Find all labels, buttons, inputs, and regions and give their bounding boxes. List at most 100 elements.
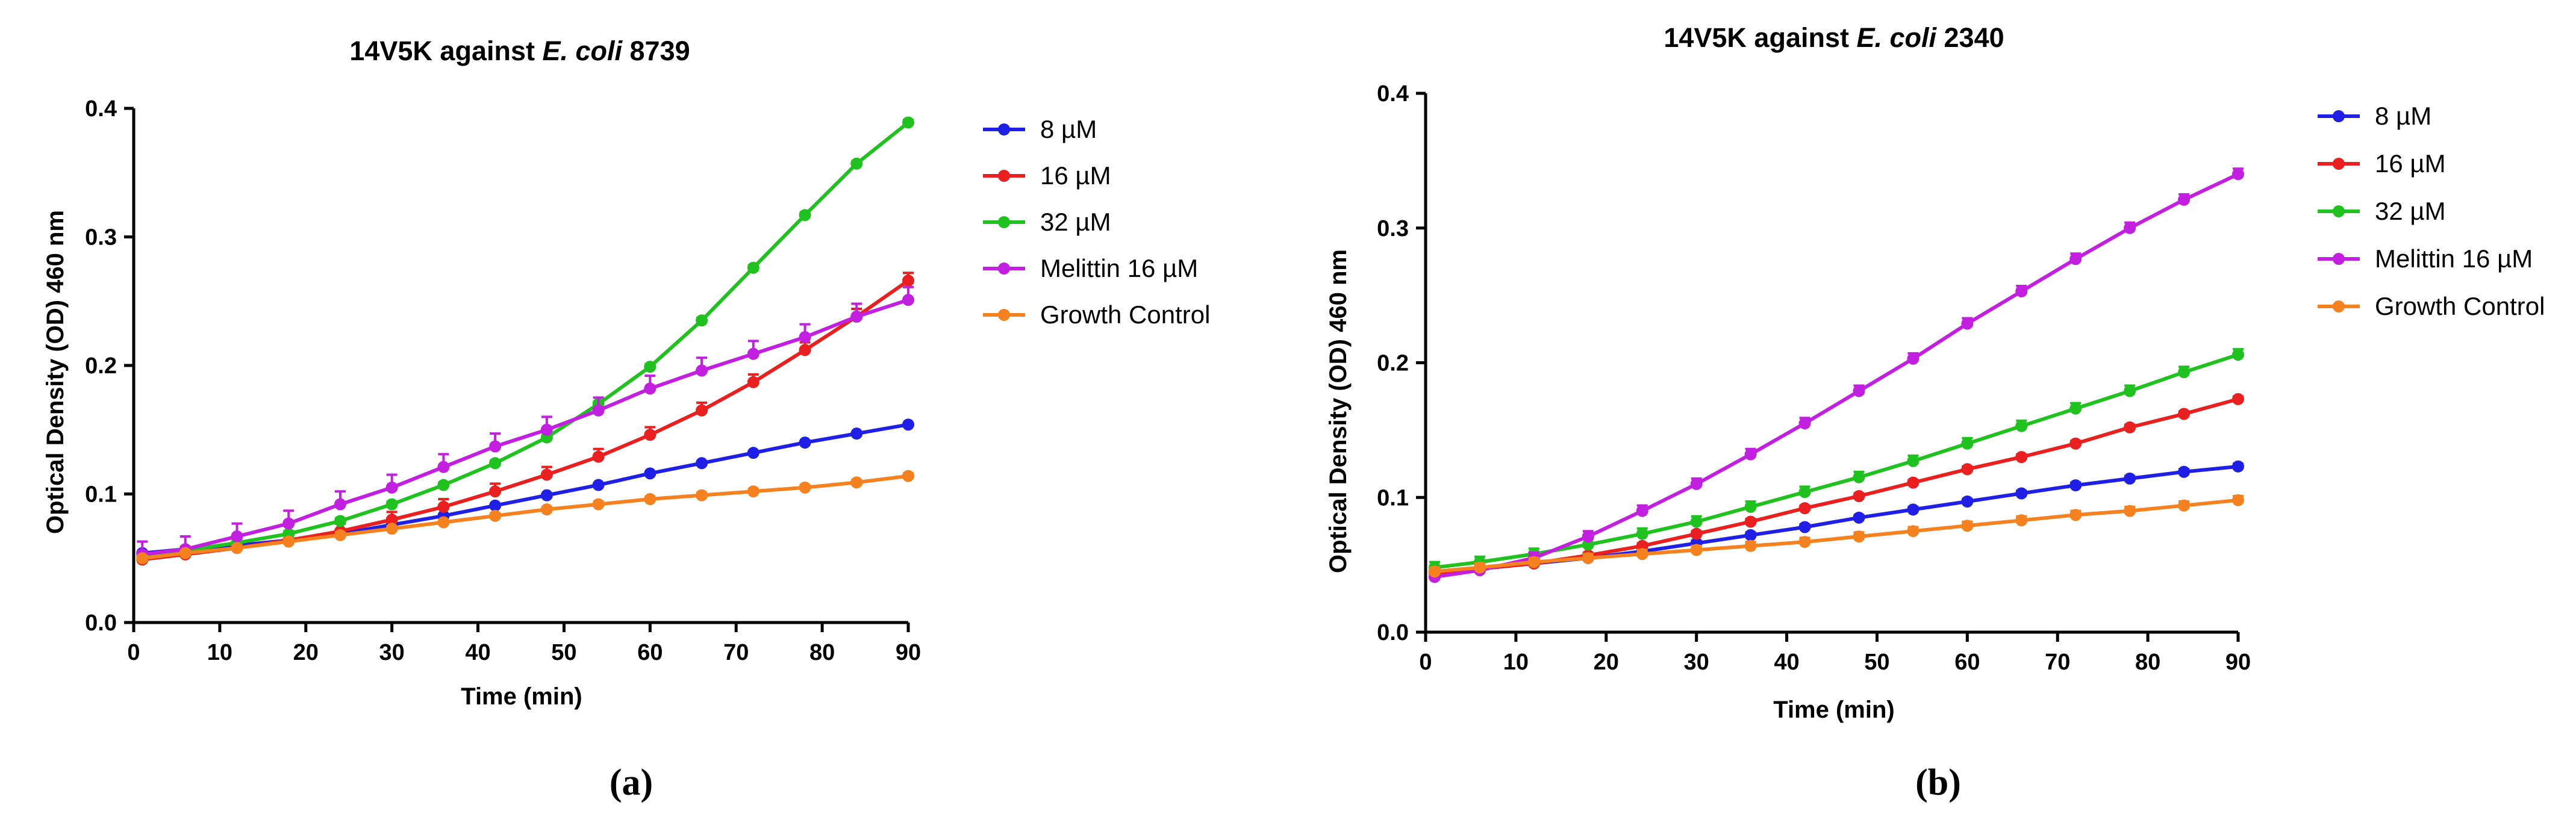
chart-b-data-point: [2124, 421, 2136, 433]
chart-b-legend-label: 16 µM: [2375, 149, 2446, 178]
chart-a-data-point: [747, 447, 759, 459]
chart-b-data-point: [2124, 505, 2136, 517]
chart-a-data-point: [902, 294, 914, 306]
chart-b-data-point: [1582, 551, 1594, 564]
chart-b-data-point: [1961, 495, 1974, 508]
chart-a-data-point: [696, 489, 708, 502]
chart-b-data-point: [1907, 476, 1920, 489]
chart-a-data-point: [902, 470, 914, 482]
chart-a-x-tick-label: 80: [809, 640, 835, 665]
chart-a-x-tick-label: 50: [551, 640, 576, 665]
chart-a-legend-item-8-um: 8 µM: [983, 115, 1097, 143]
chart-b-data-point: [2124, 385, 2136, 397]
chart-a-data-point: [696, 404, 708, 417]
chart-a-data-point: [489, 499, 502, 512]
chart-b-data-point: [1636, 527, 1648, 540]
chart-a-data-point: [644, 429, 656, 441]
chart-b-x-tick-label: 80: [2135, 650, 2160, 675]
chart-a-legend-label: Melittin 16 µM: [1040, 254, 1198, 282]
chart-b-data-point: [1527, 556, 1540, 568]
chart-a-series-line: [142, 121, 909, 558]
chart-b-y-tick-label: 0.2: [1377, 351, 1409, 376]
chart-b-plot-area: 0.0 0.1 0.2 0.3 0.4 0 10 20 30 40 50 60 70 80 90: [1377, 81, 2251, 675]
chart-b-x-tick-label: 20: [1594, 650, 1619, 675]
chart-a-data-point: [385, 498, 398, 511]
chart-b-data-point: [1907, 525, 1920, 538]
chart-b-data-point: [1798, 417, 1811, 430]
chart-b-data-point: [2124, 222, 2136, 234]
chart-b-data-point: [1428, 565, 1441, 578]
chart-a-title-prefix: 14V5K against: [349, 36, 542, 66]
chart-b-data-point: [2015, 451, 2028, 464]
chart-a-series-growth-control: [136, 470, 914, 565]
chart-b-data-point: [2124, 472, 2136, 485]
chart-a: 14V5K against E. coli 8739 Optical Densi…: [42, 36, 1210, 803]
chart-b-data-point: [1636, 505, 1648, 517]
chart-a-data-point: [799, 481, 811, 494]
chart-b-x-tick-label: 30: [1684, 650, 1709, 675]
chart-a-legend-marker: [998, 309, 1010, 321]
chart-b-series-line: [1434, 353, 2239, 570]
chart-b-x-label: Time (min): [1773, 697, 1895, 723]
chart-a-y-tick-label: 0.0: [85, 610, 117, 636]
chart-b-data-point: [2069, 253, 2082, 266]
chart-a-data-point: [850, 157, 863, 170]
chart-b-data-point: [1853, 471, 1865, 483]
chart-b-x-tick-label: 70: [2045, 650, 2070, 675]
chart-b-data-point: [2178, 366, 2191, 379]
chart-a-y-tick-label: 0.4: [85, 96, 117, 122]
chart-b-title: 14V5K against E. coli 2340: [1664, 22, 2004, 53]
chart-a-legend-marker: [998, 123, 1010, 135]
chart-a-data-point: [747, 347, 759, 360]
chart-a-data-point: [902, 418, 914, 431]
chart-a-data-point: [282, 517, 295, 530]
chart-a-x-tick-label: 0: [127, 640, 140, 665]
chart-b-title-italic: E. coli: [1856, 22, 1937, 53]
chart-a-data-point: [437, 500, 450, 513]
chart-b-data-point: [2015, 514, 2028, 527]
chart-b-data-point: [2178, 499, 2191, 512]
chart-a-data-point: [540, 468, 553, 481]
chart-b-data-point: [2232, 494, 2244, 506]
chart-b-data-point: [1690, 544, 1703, 556]
chart-b-data-point: [1907, 503, 1920, 516]
chart-a-data-point: [489, 509, 502, 522]
chart-a-data-point: [231, 542, 243, 554]
chart-b-legend-marker: [2333, 205, 2345, 217]
chart-b-legend-marker: [2333, 110, 2345, 122]
chart-b-data-point: [1744, 500, 1757, 513]
chart-b-data-point: [1961, 317, 1974, 330]
chart-b-y-tick-label: 0.1: [1377, 485, 1409, 511]
chart-a-data-point: [334, 529, 346, 541]
chart-a-data-point: [540, 489, 553, 502]
panel-label-a: (a): [610, 762, 653, 803]
chart-a-x-tick-label: 30: [379, 640, 405, 665]
chart-a-x-tick-label: 70: [723, 640, 749, 665]
chart-a-data-point: [437, 461, 450, 473]
chart-b-data-point: [1744, 539, 1757, 552]
chart-a-data-point: [231, 530, 243, 542]
chart-b-data-point: [2069, 479, 2082, 492]
chart-b: 14V5K against E. coli 2340 Optical Densi…: [1325, 22, 2545, 803]
chart-b-data-point: [2178, 408, 2191, 420]
chart-b-legend: 8 µM 16 µM 32 µM Melittin 16 µM Growth Contr…: [2318, 102, 2545, 320]
chart-a-y-tick-label: 0.1: [85, 482, 117, 508]
chart-b-x-tick-label: 0: [1419, 650, 1432, 675]
chart-a-data-point: [696, 314, 708, 327]
chart-a-y-tick-label: 0.2: [85, 353, 117, 379]
chart-a-data-point: [747, 485, 759, 498]
chart-a-legend-label: Growth Control: [1040, 300, 1210, 329]
chart-b-series-line: [1434, 172, 2239, 579]
chart-a-x-tick-label: 60: [637, 640, 663, 665]
chart-b-series-melittin-16-um: [1428, 167, 2244, 583]
chart-b-data-point: [1690, 527, 1703, 540]
chart-a-series-line: [142, 298, 909, 556]
chart-a-data-point: [644, 382, 656, 395]
chart-a-legend-marker: [998, 170, 1010, 182]
chart-b-x-tick-label: 60: [1954, 650, 1980, 675]
chart-a-legend-marker: [998, 262, 1010, 275]
chart-a-data-point: [592, 450, 605, 463]
chart-a-data-point: [850, 310, 863, 323]
chart-a-data-point: [644, 361, 656, 373]
chart-b-legend-item-growth-control: Growth Control: [2318, 292, 2545, 320]
